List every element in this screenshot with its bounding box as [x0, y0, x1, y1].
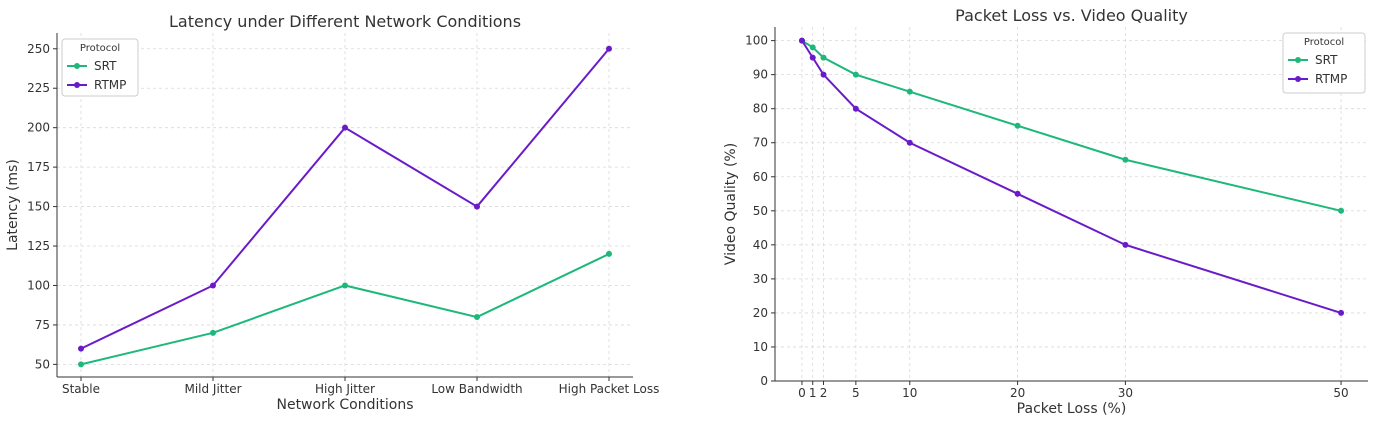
chart-title: Packet Loss vs. Video Quality — [955, 6, 1188, 25]
x-tick-label: 30 — [1118, 386, 1133, 400]
x-tick-label: 20 — [1010, 386, 1025, 400]
grid-lines — [57, 33, 633, 377]
data-point-rtmp — [1338, 309, 1345, 316]
data-point-srt — [78, 361, 84, 368]
chart-title: Latency under Different Network Conditio… — [169, 12, 521, 31]
legend: Protocol SRT RTMP — [61, 38, 139, 97]
y-tick-label: 100 — [27, 278, 50, 292]
y-tick-label: 50 — [35, 357, 50, 371]
data-point-rtmp — [342, 124, 348, 131]
x-tick-label: 10 — [902, 386, 917, 400]
legend: Protocol SRT RTMP — [1282, 32, 1366, 94]
data-point-srt — [906, 88, 913, 95]
y-tick-label: 100 — [745, 34, 768, 48]
legend-box — [61, 38, 139, 97]
data-point-srt — [1122, 156, 1129, 163]
legend-entry-label: SRT — [1315, 53, 1338, 67]
data-point-rtmp — [606, 45, 612, 52]
x-tick-label: Stable — [62, 382, 100, 396]
data-point-srt — [852, 71, 859, 78]
y-tick-label: 80 — [753, 102, 768, 116]
legend-swatch-marker — [1295, 76, 1301, 82]
y-axis-label: Video Quality (%) — [723, 143, 739, 265]
x-tick-label: Low Bandwidth — [431, 382, 522, 396]
data-point-srt — [342, 282, 348, 289]
data-point-srt — [210, 329, 216, 336]
data-point-srt — [1338, 207, 1345, 214]
data-point-rtmp — [1122, 241, 1129, 248]
x-tick-label: 0 — [798, 386, 806, 400]
y-tick-label: 30 — [753, 272, 768, 286]
y-tick-label: 10 — [753, 340, 768, 354]
data-point-rtmp — [1014, 190, 1021, 197]
y-tick-label: 75 — [35, 318, 50, 332]
y-tick-label: 225 — [27, 81, 50, 95]
legend-swatch-marker — [74, 63, 80, 69]
series-rtmp — [798, 37, 1345, 316]
y-tick-label: 250 — [27, 42, 50, 56]
x-axis-label: Packet Loss (%) — [1017, 401, 1127, 417]
data-point-rtmp — [852, 105, 859, 112]
y-axis-label: Latency (ms) — [5, 159, 21, 251]
x-tick-label: Mild Jitter — [184, 382, 241, 396]
chart-1: 50 75 100 125 150 175 200 225 250 Stable Mild Jitt… — [5, 12, 659, 413]
data-point-srt — [474, 314, 480, 321]
data-point-rtmp — [820, 71, 827, 78]
y-tick-label: 90 — [753, 68, 768, 82]
x-tick-label: 2 — [820, 386, 828, 400]
x-tick-label: High Packet Loss — [559, 382, 660, 396]
series-line-rtmp — [801, 40, 1342, 314]
series-srt — [798, 37, 1345, 214]
y-tick-label: 175 — [27, 160, 50, 174]
data-point-rtmp — [78, 345, 84, 352]
legend-entry-label: SRT — [94, 59, 117, 73]
data-point-rtmp — [906, 139, 913, 146]
data-point-rtmp — [210, 282, 216, 289]
x-tick-label: High Jitter — [315, 382, 375, 396]
y-tick-label: 200 — [27, 121, 50, 135]
x-tick-label: 50 — [1333, 386, 1348, 400]
data-point-rtmp — [798, 37, 805, 44]
x-tick-label: 1 — [809, 386, 817, 400]
series-rtmp — [78, 45, 612, 352]
legend-swatch-marker — [1295, 57, 1301, 63]
series-srt — [78, 250, 612, 368]
y-tick-label: 50 — [753, 204, 768, 218]
legend-entry-label: RTMP — [94, 78, 126, 92]
legend-swatch-marker — [74, 82, 80, 88]
legend-entry-label: RTMP — [1315, 72, 1347, 86]
data-point-srt — [809, 44, 816, 51]
grid-lines — [775, 27, 1368, 382]
legend-title: Protocol — [80, 43, 120, 54]
data-point-srt — [606, 250, 612, 257]
y-tick-label: 20 — [753, 306, 768, 320]
y-tick-label: 125 — [27, 239, 50, 253]
y-tick-label: 60 — [753, 170, 768, 184]
data-point-rtmp — [474, 203, 480, 210]
y-tick-label: 0 — [760, 374, 768, 388]
x-axis-label: Network Conditions — [276, 397, 413, 413]
y-tick-label: 70 — [753, 136, 768, 150]
legend-title: Protocol — [1304, 37, 1344, 48]
x-tick-label: 5 — [852, 386, 860, 400]
y-tick-label: 40 — [753, 238, 768, 252]
data-point-srt — [1014, 122, 1021, 129]
data-point-srt — [820, 54, 827, 61]
data-point-rtmp — [809, 54, 816, 61]
y-tick-label: 150 — [27, 200, 50, 214]
